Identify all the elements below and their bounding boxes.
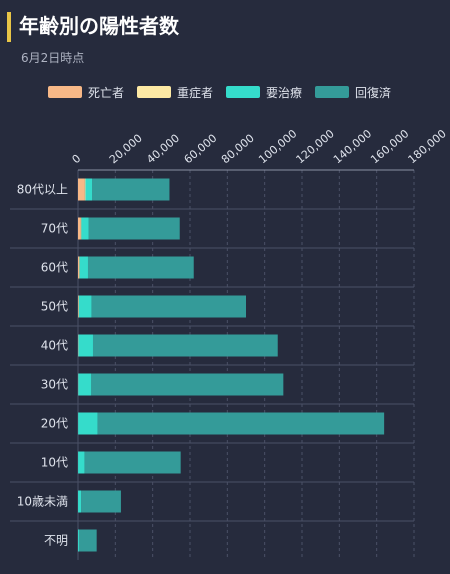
chart-title: 年齢別の陽性者数 bbox=[19, 14, 179, 38]
x-tick-label: 140,000 bbox=[331, 127, 374, 166]
x-tick-label: 100,000 bbox=[256, 127, 299, 166]
x-tick-label: 40,000 bbox=[144, 132, 182, 167]
category-label: 50代 bbox=[41, 300, 68, 314]
x-tick-label: 20,000 bbox=[107, 132, 145, 167]
legend-label: 回復済 bbox=[355, 85, 392, 100]
bar-segment bbox=[84, 451, 181, 474]
legend-label: 要治療 bbox=[266, 85, 303, 100]
bar-segment bbox=[91, 373, 284, 396]
bar-segment bbox=[97, 412, 385, 435]
bar-segment bbox=[92, 334, 278, 357]
category-label: 40代 bbox=[41, 339, 68, 353]
category-label: 30代 bbox=[41, 378, 68, 392]
legend-item-0[interactable]: 死亡者 bbox=[48, 84, 124, 101]
legend-swatch bbox=[315, 86, 350, 98]
bar-segment bbox=[78, 256, 80, 279]
x-tick-label: 180,000 bbox=[406, 127, 449, 166]
legend-label: 重症者 bbox=[177, 85, 214, 100]
bar-segment bbox=[85, 178, 92, 201]
bar-segment bbox=[81, 217, 89, 240]
bar-segment bbox=[91, 295, 246, 318]
legend-swatch bbox=[137, 86, 172, 98]
bar-segment bbox=[92, 178, 170, 201]
x-tick-label: 120,000 bbox=[294, 127, 337, 166]
x-tick-label: 60,000 bbox=[182, 132, 220, 167]
category-label: 70代 bbox=[41, 222, 68, 236]
x-tick-label: 160,000 bbox=[368, 127, 411, 166]
bar-segment bbox=[78, 451, 85, 474]
bar-segment bbox=[87, 256, 194, 279]
bar-segment bbox=[78, 529, 80, 552]
x-tick-label: 0 bbox=[70, 152, 84, 166]
x-tick-label: 80,000 bbox=[219, 132, 257, 167]
bar-segment bbox=[88, 217, 180, 240]
legend-item-2[interactable]: 要治療 bbox=[226, 84, 302, 101]
bar-segment bbox=[81, 490, 121, 513]
bar-segment bbox=[79, 529, 97, 552]
category-label: 60代 bbox=[41, 261, 68, 275]
chart-legend: 死亡者 重症者 要治療 回復済 bbox=[48, 84, 404, 100]
bar-segment bbox=[80, 217, 82, 240]
legend-swatch bbox=[226, 86, 261, 98]
bar-segment bbox=[84, 178, 86, 201]
bar-segment bbox=[78, 490, 82, 513]
bar-segment bbox=[78, 412, 98, 435]
category-label: 80代以上 bbox=[17, 183, 68, 197]
legend-swatch bbox=[48, 86, 82, 98]
bar-segment bbox=[78, 178, 85, 201]
bar-segment bbox=[78, 295, 92, 318]
bar-segment bbox=[78, 295, 79, 318]
bar-segment bbox=[78, 217, 81, 240]
category-label: 10歳未満 bbox=[17, 495, 68, 509]
bar-segment bbox=[79, 256, 88, 279]
bar-segment bbox=[78, 373, 92, 396]
title-accent-bar bbox=[7, 12, 11, 42]
bar-segment bbox=[78, 334, 93, 357]
category-label: 20代 bbox=[41, 417, 68, 431]
category-label: 10代 bbox=[41, 456, 68, 470]
legend-item-3[interactable]: 回復済 bbox=[315, 84, 391, 101]
legend-item-1[interactable]: 重症者 bbox=[137, 84, 213, 101]
legend-label: 死亡者 bbox=[88, 85, 125, 100]
chart-subtitle: 6月2日時点 bbox=[21, 51, 85, 65]
category-label: 不明 bbox=[44, 534, 68, 548]
